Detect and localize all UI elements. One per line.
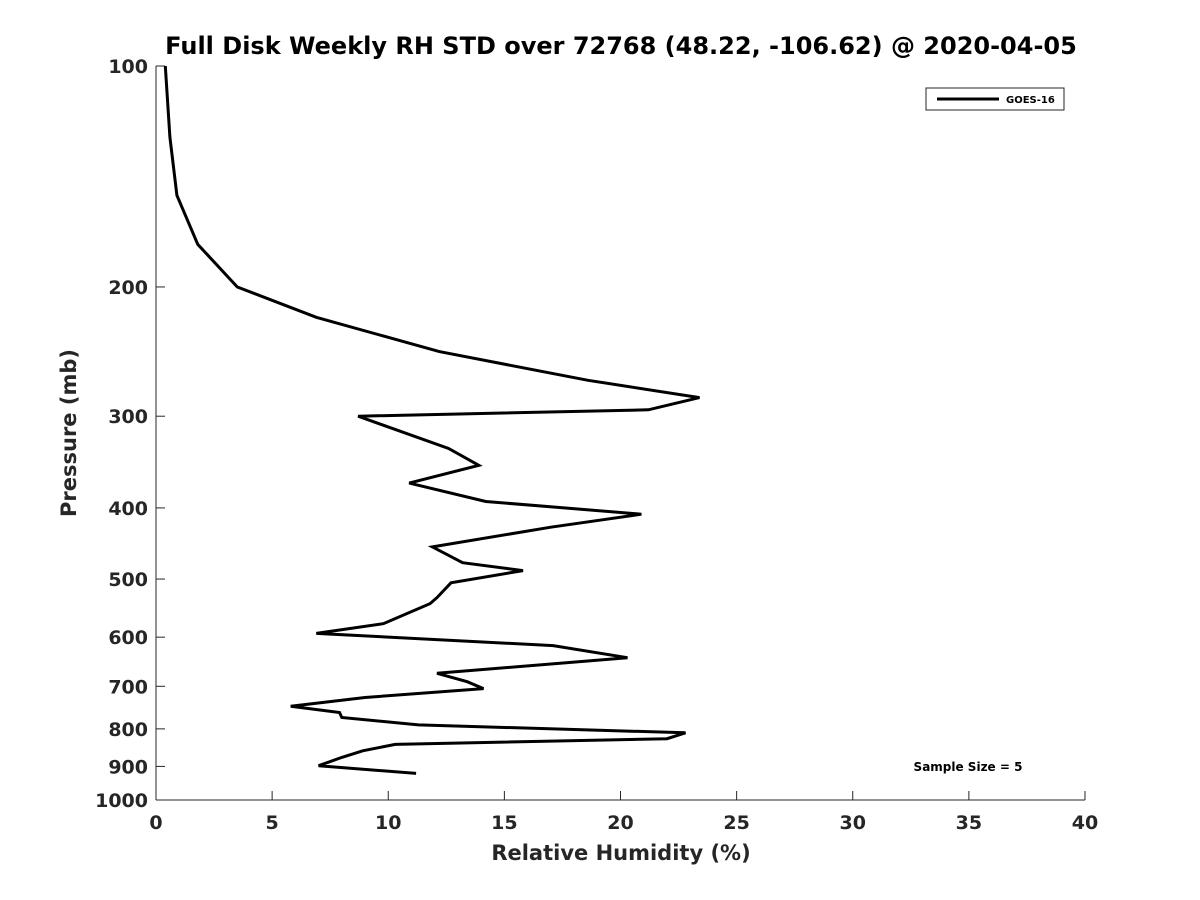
chart-title: Full Disk Weekly RH STD over 72768 (48.2… xyxy=(165,32,1077,60)
legend-label: GOES-16 xyxy=(1006,95,1055,106)
axes: 0 5 10 15 20 25 30 35 40 100 200 300 400 500 600 700 800… xyxy=(95,56,1098,834)
x-tick-label: 10 xyxy=(375,812,401,834)
x-tick-label: 20 xyxy=(607,812,633,834)
sample-size-annotation: Sample Size = 5 xyxy=(914,760,1023,774)
x-tick-label: 30 xyxy=(840,812,866,834)
y-tick-label: 1000 xyxy=(95,790,148,812)
y-tick-label: 700 xyxy=(108,676,148,698)
series-layer xyxy=(163,65,700,775)
x-tick-label: 25 xyxy=(723,812,749,834)
y-tick-label: 600 xyxy=(108,627,148,649)
x-tick-label: 0 xyxy=(149,812,162,834)
y-tick-label: 100 xyxy=(108,56,148,78)
legend: GOES-16 xyxy=(925,87,1065,111)
x-tick-label: 15 xyxy=(491,812,517,834)
y-tick-label: 900 xyxy=(108,756,148,778)
y-tick-label: 500 xyxy=(108,569,148,591)
x-axis-label: Relative Humidity (%) xyxy=(491,841,750,865)
y-axis-label: Pressure (mb) xyxy=(57,349,81,517)
x-tick-label: 40 xyxy=(1072,812,1098,834)
y-tick-label: 300 xyxy=(108,406,148,428)
series-line-0 xyxy=(163,65,700,775)
y-tick-label: 400 xyxy=(108,498,148,520)
x-tick-label: 35 xyxy=(956,812,982,834)
x-tick-label: 5 xyxy=(266,812,279,834)
y-tick-label: 200 xyxy=(108,277,148,299)
y-tick-label: 800 xyxy=(108,719,148,741)
